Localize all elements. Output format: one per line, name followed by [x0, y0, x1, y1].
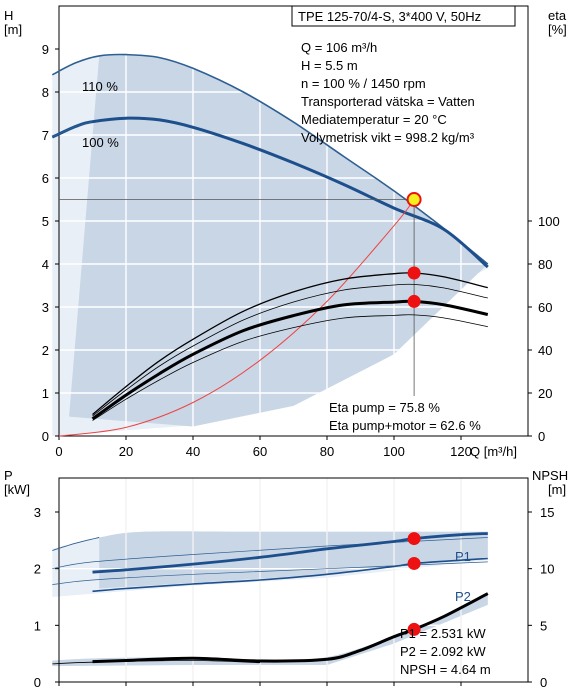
top-y-left-tick-label: 8: [42, 85, 49, 100]
bottom-y-right-label-2: [m]: [548, 482, 566, 497]
curve-label-110: 110 %: [82, 79, 118, 94]
top-y-left-tick-label: 1: [42, 386, 49, 401]
curve-label-p1: P1: [455, 549, 471, 564]
chart-title: TPE 125-70/4-S, 3*400 V, 50Hz: [298, 9, 481, 24]
top-y-right-tick-label: 40: [538, 343, 552, 358]
top-x-tick-label: 100: [383, 444, 405, 459]
info-line-liquid: Transporterad vätska = Vatten: [301, 94, 475, 109]
bottom-y-right-tick-label: 5: [540, 618, 547, 633]
top-y-left-tick-label: 5: [42, 214, 49, 229]
top-y-right-tick-label: 0: [538, 429, 545, 444]
bottom-y-left-tick-label: 2: [34, 562, 41, 577]
top-y-right-tick-label: 60: [538, 300, 552, 315]
eta-pump-label: Eta pump = 75.8 %: [329, 400, 440, 415]
top-x-tick-label: 120: [450, 444, 472, 459]
top-x-tick-label: 80: [320, 444, 334, 459]
bottom-y-right-label-1: NPSH: [532, 468, 568, 483]
top-y-left-label-1: H: [4, 8, 13, 23]
top-x-tick-label: 60: [253, 444, 267, 459]
npsh-curve: [92, 592, 489, 664]
info-line-density: Volymetrisk vikt = 998.2 kg/m³: [301, 130, 475, 145]
npsh-secondary-curve: [52, 660, 261, 665]
top-y-left-tick-label: 0: [42, 429, 49, 444]
top-y-left-tick-label: 2: [42, 343, 49, 358]
info-line-q: Q = 106 m³/h: [301, 40, 377, 55]
bottom-y-left-tick-label: 1: [34, 618, 41, 633]
p1-duty-point: [407, 532, 421, 546]
title-box: [291, 5, 516, 27]
curve-label-100: 100 %: [82, 135, 119, 150]
top-y-left-label-2: [m]: [4, 22, 22, 37]
top-y-right-tick-label: 100: [538, 214, 560, 229]
eta-total-curve-secondary: [92, 314, 488, 421]
bottom-y-left-tick-label: 3: [34, 505, 41, 520]
head-duty-point: [406, 192, 422, 207]
top-y-left-tick-label: 4: [42, 257, 49, 272]
bottom-panel: 0 1 2 3 0 5 10 15 P [kW] NPSH [m] P1 P2 P1 = 2.…: [4, 468, 568, 690]
system-curve: [58, 199, 415, 437]
eta-pump-curve-secondary: [92, 283, 488, 417]
bottom-y-right-tick-label: 0: [540, 675, 547, 690]
info-p2: P2 = 2.092 kW: [400, 644, 486, 659]
p1-curve: [92, 532, 488, 574]
top-x-axis-label: Q [m³/h]: [470, 444, 517, 459]
info-p1: P1 = 2.531 kW: [400, 626, 486, 641]
npsh-envelope: [52, 593, 488, 667]
p2-curve: [92, 557, 488, 593]
p2-duty-point: [407, 556, 421, 570]
bottom-y-left-label-2: [kW]: [4, 482, 30, 497]
top-y-left-tick-label: 9: [42, 42, 49, 57]
info-line-temp: Mediatemperatur = 20 °C: [301, 112, 447, 127]
curve-label-p2: P2: [455, 589, 471, 604]
eta-pump-duty-point: [407, 266, 421, 280]
eta-info-block: Eta pump = 75.8 % Eta pump+motor = 62.6 …: [329, 400, 481, 433]
bottom-y-right-tick-label: 10: [540, 562, 554, 577]
curve-110-percent: [51, 53, 489, 265]
bottom-plot-frame: [58, 477, 529, 683]
curve-100-extension: [52, 121, 93, 138]
top-plot-area: 0 20 40 60 80 100 120 0 1 2 3 4 5 6 7 8 9 0 20 40 60 80 100: [42, 5, 560, 459]
info-line-h: H = 5.5 m: [301, 58, 358, 73]
top-y-right-label-1: eta: [548, 8, 567, 23]
eta-pump-curve: [92, 272, 488, 415]
top-y-right-tick-label: 80: [538, 257, 552, 272]
bottom-plot-area: 0 1 2 3 0 5 10 15: [34, 477, 554, 690]
info-npsh: NPSH = 4.64 m: [400, 662, 491, 677]
bottom-y-left-label-1: P: [4, 468, 13, 483]
eta-total-label: Eta pump+motor = 62.6 %: [329, 418, 481, 433]
bottom-y-right-tick-label: 15: [540, 505, 554, 520]
info-line-n: n = 100 % / 1450 rpm: [301, 76, 426, 91]
operating-envelope: [69, 54, 488, 427]
top-x-tick-label: 0: [55, 444, 62, 459]
top-y-left-tick-label: 6: [42, 171, 49, 186]
top-y-left-tick-label: 7: [42, 128, 49, 143]
top-x-tick-label: 20: [119, 444, 133, 459]
power-info-block: P1 = 2.531 kW P2 = 2.092 kW NPSH = 4.64 …: [400, 626, 491, 677]
top-panel: 0 20 40 60 80 100 120 0 1 2 3 4 5 6 7 8 9 0 20 40 60 80 100 H …: [4, 5, 567, 459]
top-y-right-tick-label: 20: [538, 386, 552, 401]
top-x-tick-label: 40: [186, 444, 200, 459]
eta-total-curve: [91, 299, 489, 421]
eta-total-duty-point: [407, 294, 421, 308]
npsh-duty-point: [407, 622, 421, 636]
top-y-left-tick-label: 3: [42, 300, 49, 315]
top-y-right-label-2: [%]: [548, 22, 567, 37]
duty-info-block: Q = 106 m³/h H = 5.5 m n = 100 % / 1450 …: [301, 40, 475, 145]
p-envelope-edge: [52, 537, 100, 551]
bottom-y-left-tick-label: 0: [34, 675, 41, 690]
